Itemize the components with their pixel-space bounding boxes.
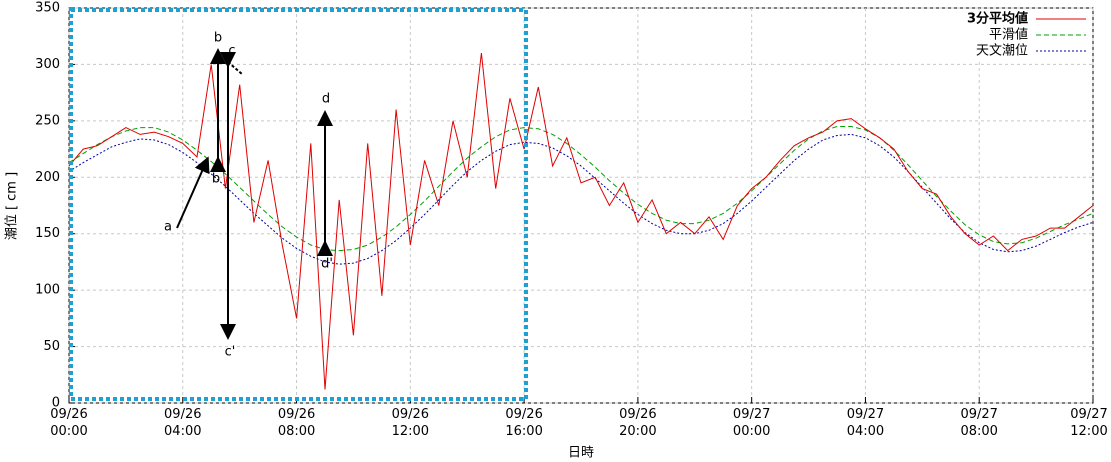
x-tick-label: 09/27 08:00: [960, 407, 998, 439]
y-tick-label: 250: [35, 113, 60, 128]
y-tick-label: 100: [35, 283, 60, 298]
x-tick-label: 09/26 16:00: [505, 407, 543, 439]
y-tick-label: 150: [35, 226, 60, 241]
legend-label: 天文潮位: [976, 44, 1028, 59]
arrow-c-dash: [227, 61, 243, 75]
lines: [68, 53, 1094, 390]
annotation: c': [225, 345, 236, 360]
x-tick-label: 09/26 12:00: [391, 407, 430, 439]
x-tick-label: 09/26 20:00: [619, 407, 657, 439]
grid: [68, 7, 1094, 404]
annotation: b: [212, 172, 220, 187]
y-tick-label: 300: [35, 57, 60, 72]
series-line: [68, 133, 1094, 265]
y-axis-label: 潮位 [ cm ]: [5, 172, 20, 240]
arrow-a: [176, 156, 210, 229]
x-tick-label: 09/26 00:00: [50, 407, 88, 439]
annotation: c: [228, 44, 235, 59]
series-line: [68, 53, 1094, 390]
annotation: d': [321, 257, 333, 272]
x-tick-label: 09/26 08:00: [277, 407, 316, 439]
y-tick-label: 350: [35, 1, 60, 16]
annotation: d: [322, 92, 330, 107]
y-tick-label: 50: [43, 339, 60, 354]
annotation: a: [164, 220, 172, 235]
annotation-arrows: [176, 48, 333, 340]
plot-frame: [68, 7, 1094, 404]
x-tick-label: 09/27 12:00: [1070, 407, 1108, 439]
series-line: [68, 126, 1094, 252]
x-tick-label: 09/27 04:00: [846, 407, 885, 439]
legend-label: 3分平均値: [967, 11, 1028, 27]
x-axis-label: 日時: [568, 446, 594, 461]
x-tick-label: 09/27 00:00: [732, 407, 771, 439]
y-tick-label: 0: [52, 396, 60, 411]
x-tick-label: 09/26 04:00: [164, 407, 202, 439]
y-tick-label: 200: [35, 170, 60, 185]
legend-label: 平滑値: [989, 27, 1028, 43]
annotation: b: [214, 31, 222, 46]
highlight-frame: [69, 8, 528, 401]
